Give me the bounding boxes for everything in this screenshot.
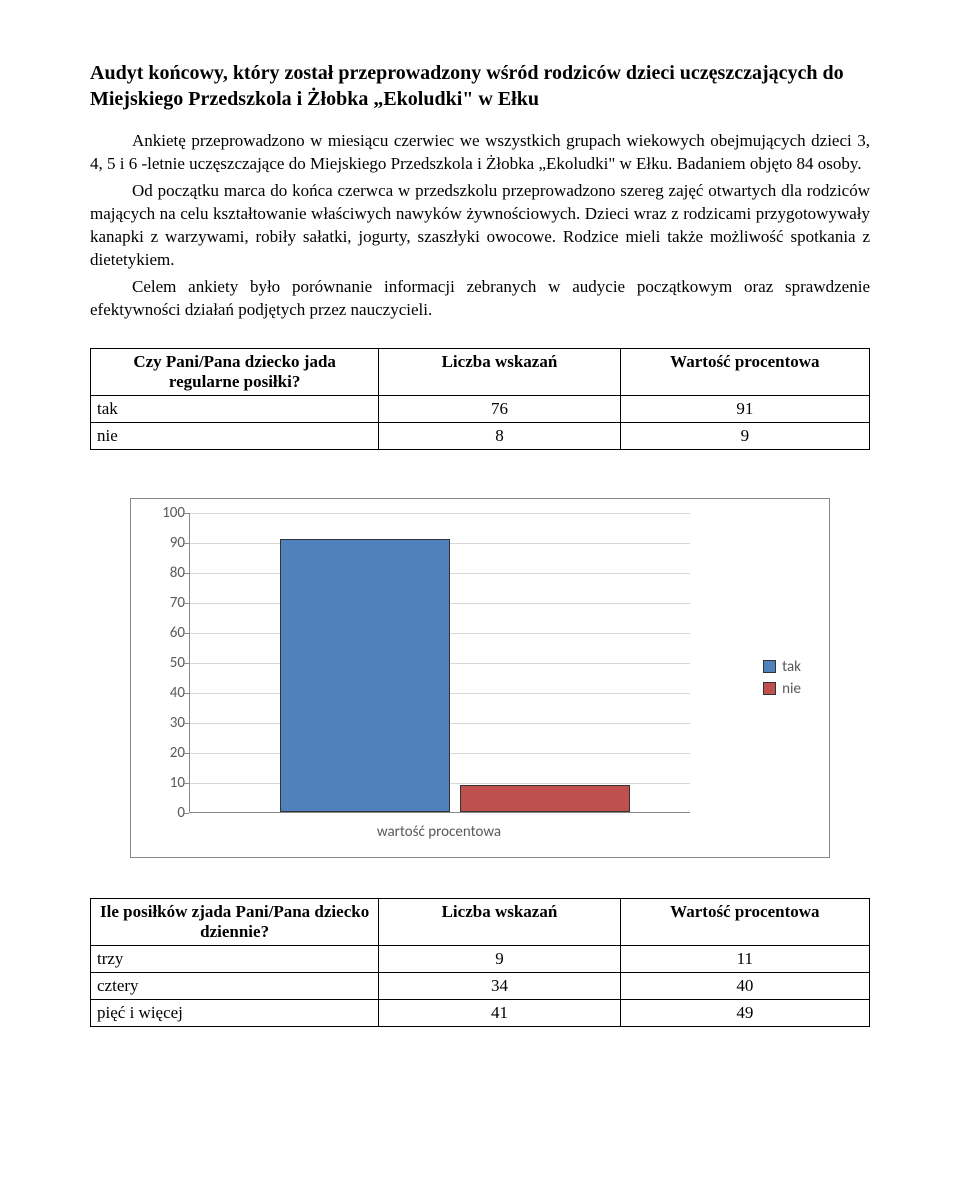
legend-item-tak: tak — [763, 658, 801, 676]
table2-row1-label: cztery — [91, 972, 379, 999]
table-row: tak 76 91 — [91, 395, 870, 422]
chart-y-tick-mark — [184, 693, 189, 694]
table2-header-count: Liczba wskazań — [379, 898, 620, 945]
chart-y-tick-mark — [184, 813, 189, 814]
chart-y-tick-mark — [184, 513, 189, 514]
table1-row1-label: nie — [91, 422, 379, 449]
chart-bar-nie — [460, 785, 630, 812]
table1-row0-label: tak — [91, 395, 379, 422]
chart-y-tick-mark — [184, 543, 189, 544]
chart-y-tick-label: 90 — [149, 534, 185, 552]
chart-legend: tak nie — [763, 654, 801, 702]
legend-swatch — [763, 682, 776, 695]
table1-row0-count: 76 — [379, 395, 620, 422]
table2-row0-count: 9 — [379, 945, 620, 972]
paragraph-1: Ankietę przeprowadzono w miesiącu czerwi… — [90, 130, 870, 176]
table1-header-count: Liczba wskazań — [379, 348, 620, 395]
chart-y-tick-mark — [184, 633, 189, 634]
table-row: cztery 34 40 — [91, 972, 870, 999]
chart-y-tick-label: 20 — [149, 744, 185, 762]
legend-item-nie: nie — [763, 680, 801, 698]
table1-row1-pct: 9 — [620, 422, 869, 449]
chart-y-tick-label: 70 — [149, 594, 185, 612]
chart-y-tick-mark — [184, 783, 189, 784]
table-row: trzy 9 11 — [91, 945, 870, 972]
chart-plot-area — [189, 513, 690, 813]
page-title: Audyt końcowy, który został przeprowadzo… — [90, 60, 870, 112]
chart-y-tick-label: 50 — [149, 654, 185, 672]
table2-row2-pct: 49 — [620, 999, 869, 1026]
table2-row2-count: 41 — [379, 999, 620, 1026]
chart-y-tick-label: 30 — [149, 714, 185, 732]
table-row: nie 8 9 — [91, 422, 870, 449]
chart-y-tick-mark — [184, 753, 189, 754]
bar-chart: wartość procentowa tak nie 0 10 20 30 40 50 60 7… — [130, 498, 830, 858]
chart-y-tick-mark — [184, 573, 189, 574]
chart-y-tick-label: 100 — [149, 504, 185, 522]
chart-y-tick-label: 10 — [149, 774, 185, 792]
table-meal-count: Ile posiłków zjada Pani/Pana dziecko dzi… — [90, 898, 870, 1027]
table2-row1-count: 34 — [379, 972, 620, 999]
table1-row0-pct: 91 — [620, 395, 869, 422]
table-row: pięć i więcej 41 49 — [91, 999, 870, 1026]
table-regular-meals: Czy Pani/Pana dziecko jada regularne pos… — [90, 348, 870, 450]
paragraph-3: Celem ankiety było porównanie informacji… — [90, 276, 870, 322]
table1-row1-count: 8 — [379, 422, 620, 449]
legend-label: tak — [782, 658, 801, 676]
chart-x-label: wartość procentowa — [189, 823, 689, 841]
table2-row1-pct: 40 — [620, 972, 869, 999]
table1-header-question: Czy Pani/Pana dziecko jada regularne pos… — [91, 348, 379, 395]
legend-label: nie — [782, 680, 801, 698]
chart-bar-tak — [280, 539, 450, 812]
chart-y-tick-mark — [184, 663, 189, 664]
chart-y-tick-label: 40 — [149, 684, 185, 702]
table2-row2-label: pięć i więcej — [91, 999, 379, 1026]
chart-y-tick-label: 60 — [149, 624, 185, 642]
paragraph-2: Od początku marca do końca czerwca w prz… — [90, 180, 870, 272]
table2-row0-label: trzy — [91, 945, 379, 972]
table2-header-question: Ile posiłków zjada Pani/Pana dziecko dzi… — [91, 898, 379, 945]
chart-gridline — [190, 513, 690, 514]
chart-y-tick-mark — [184, 723, 189, 724]
chart-y-tick-label: 0 — [149, 804, 185, 822]
table1-header-pct: Wartość procentowa — [620, 348, 869, 395]
chart-y-tick-mark — [184, 603, 189, 604]
table2-header-pct: Wartość procentowa — [620, 898, 869, 945]
table2-row0-pct: 11 — [620, 945, 869, 972]
legend-swatch — [763, 660, 776, 673]
chart-y-tick-label: 80 — [149, 564, 185, 582]
